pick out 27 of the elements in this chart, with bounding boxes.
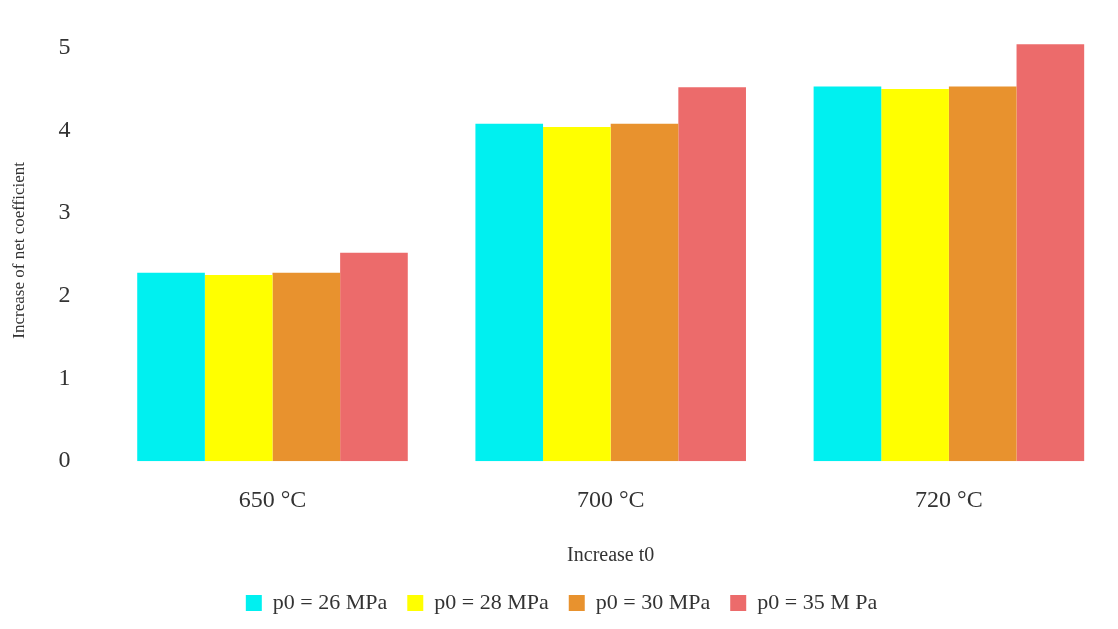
legend-label: p0 = 26 MPa [272,588,388,614]
x-tick-label: 700 °C [576,485,645,512]
bar [543,127,611,462]
bar [948,86,1017,462]
bar [272,272,341,462]
bar [1016,44,1085,462]
y-tick-label: 5 [58,32,71,59]
bar [610,123,679,462]
legend-label: p0 = 28 MPa [434,588,549,614]
bar [678,87,746,462]
x-axis-title: Increase t0 [567,543,655,566]
bar [881,89,949,462]
bar [475,123,544,462]
y-tick-label: 2 [58,281,71,308]
y-axis-title: Increase of net coefficient [8,161,28,339]
bar [813,86,882,462]
y-tick-label: 3 [58,198,71,225]
bar [137,272,205,462]
bar [340,252,408,462]
bar [204,275,273,462]
x-tick-label: 720 °C [915,485,983,512]
x-tick-label: 650 °C [238,485,307,512]
y-tick-label: 4 [58,115,71,142]
y-tick-label: 0 [58,446,71,473]
legend-label: p0 = 30 MPa [595,588,711,614]
legend-label: p0 = 35 M Pa [757,588,878,614]
y-tick-label: 1 [58,363,71,390]
